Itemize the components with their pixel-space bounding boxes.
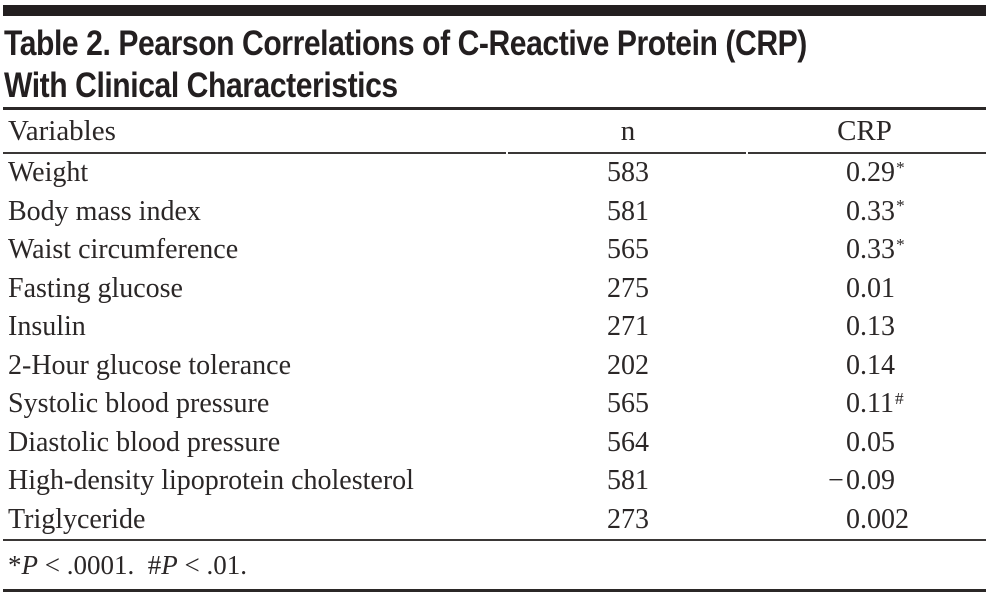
title-top-bar: [3, 5, 986, 16]
footnote-segment: < .01.: [177, 549, 247, 580]
table-row: 2-Hour glucose tolerance 202 0.14: [3, 347, 986, 386]
cell-variable: Body mass index: [8, 195, 201, 227]
crp-value: 0.002: [846, 503, 909, 535]
table-row: Weight 583 0.29*: [3, 154, 986, 193]
cell-variable: Triglyceride: [8, 503, 146, 535]
cell-variable: Systolic blood pressure: [8, 388, 270, 420]
cell-n: 564: [607, 426, 649, 458]
crp-value: 0.13: [846, 311, 895, 343]
rule-below-header: [3, 152, 986, 154]
crp-value: 0.33*: [846, 195, 905, 227]
rule-below-title: [3, 107, 986, 110]
cell-crp: 0.29*: [748, 157, 981, 189]
table-footnote: * P < .0001. # P < .01.: [3, 541, 986, 589]
cell-n: 581: [607, 195, 649, 227]
table-body: Weight 583 0.29* Body mass index 581 0.3…: [3, 154, 986, 539]
column-header-variables: Variables: [8, 114, 116, 147]
rule-segment-variables: [3, 152, 506, 154]
column-header-n: n: [620, 114, 636, 147]
table-row: Waist circumference 565 0.33*: [3, 231, 986, 270]
table-title-line2: With Clinical Characteristics: [4, 66, 398, 105]
column-header-crp: CRP: [837, 114, 892, 147]
cell-n: 271: [607, 311, 649, 343]
table-row: Insulin 271 0.13: [3, 308, 986, 347]
table-row: Body mass index 581 0.33*: [3, 193, 986, 232]
crp-value: 0.01: [846, 272, 895, 304]
cell-n: 583: [607, 157, 649, 189]
crp-value: 0.14: [846, 349, 895, 381]
cell-crp: 0.05: [748, 427, 981, 459]
footnote-segment: P: [21, 549, 39, 580]
table-row: Systolic blood pressure 565 0.11#: [3, 385, 986, 424]
cell-crp: 0.14: [748, 350, 981, 382]
table-row: Triglyceride 273 0.002: [3, 501, 986, 540]
rule-segment-n: [508, 152, 746, 154]
cell-n: 202: [607, 349, 649, 381]
table-content: Table 2. Pearson Correlations of C-React…: [3, 5, 986, 592]
cell-n: 273: [607, 503, 649, 535]
footnote-segment: < .0001.: [38, 549, 148, 580]
crp-value: 0.11#: [846, 388, 904, 420]
crp-value: 0.05: [846, 426, 895, 458]
table-row: High-density lipoprotein cholesterol 581…: [3, 462, 986, 501]
rule-bottom: [3, 589, 986, 592]
cell-variable: Insulin: [8, 311, 86, 343]
cell-crp: 0.13: [748, 311, 981, 343]
cell-crp: 0.33*: [748, 234, 981, 266]
table-title: Table 2. Pearson Correlations of C-React…: [4, 23, 986, 107]
cell-n: 275: [607, 272, 649, 304]
rule-segment-crp: [748, 152, 986, 154]
crp-value: −0.09: [828, 465, 895, 497]
table-row: Diastolic blood pressure 564 0.05: [3, 424, 986, 463]
cell-crp: 0.11#: [748, 388, 981, 420]
cell-variable: Waist circumference: [8, 234, 239, 266]
cell-crp: 0.01: [748, 273, 981, 305]
table-header-row: Variables n CRP: [3, 110, 986, 152]
crp-value: 0.29*: [846, 157, 905, 189]
cell-variable: 2-Hour glucose tolerance: [8, 349, 291, 381]
cell-variable: High-density lipoprotein cholesterol: [8, 465, 414, 497]
footnote-segment: *: [8, 549, 22, 580]
table-title-line1: Table 2. Pearson Correlations of C-React…: [4, 24, 807, 63]
cell-crp: 0.33*: [748, 196, 981, 228]
cell-n: 565: [607, 388, 649, 420]
rule-above-footnote: [3, 539, 986, 541]
cell-n: 565: [607, 234, 649, 266]
footnote-segment: P: [161, 549, 178, 580]
cell-variable: Weight: [8, 157, 89, 189]
cell-variable: Diastolic blood pressure: [8, 426, 281, 458]
cell-crp: 0.002: [748, 504, 981, 536]
cell-variable: Fasting glucose: [8, 272, 183, 304]
crp-value: 0.33*: [846, 234, 905, 266]
table-row: Fasting glucose 275 0.01: [3, 270, 986, 309]
footnote-segment: #: [147, 549, 162, 580]
cell-n: 581: [607, 465, 649, 497]
cell-crp: −0.09: [748, 465, 981, 497]
